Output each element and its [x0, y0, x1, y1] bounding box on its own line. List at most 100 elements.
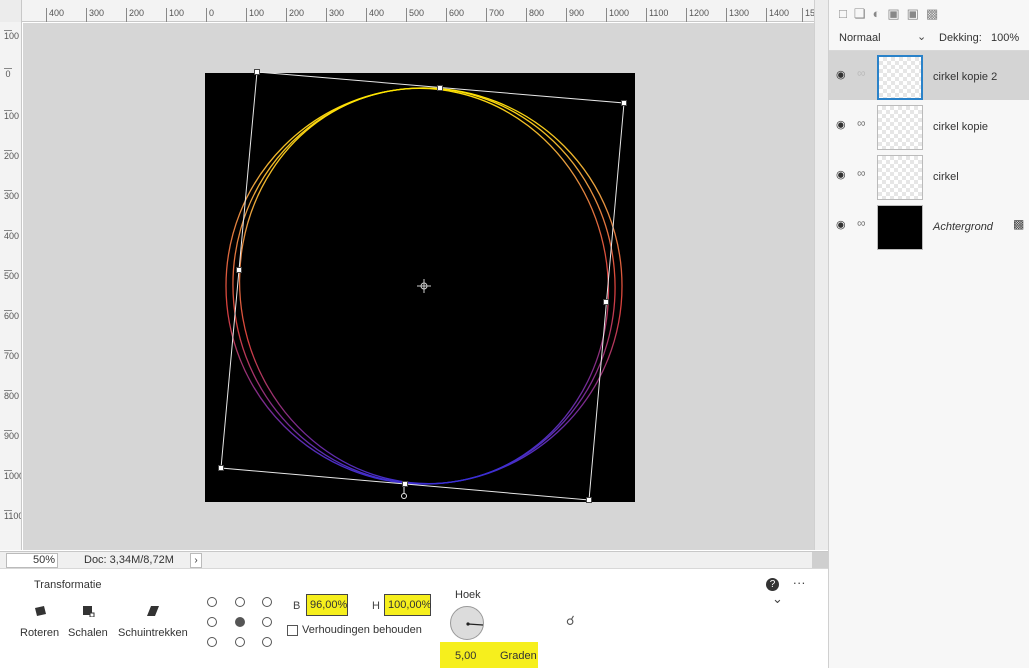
skew-label: Schuintrekken: [118, 627, 188, 639]
ruler-label: 400: [366, 8, 384, 22]
rotate-button[interactable]: Roteren: [20, 605, 59, 639]
ruler-label: 100: [4, 30, 20, 41]
ruler-label: 0: [206, 8, 214, 22]
ruler-label: 200: [286, 8, 304, 22]
width-label: B: [293, 600, 301, 612]
ref-point-top-left[interactable]: [207, 597, 217, 607]
ruler-label: 300: [326, 8, 344, 22]
link-icon[interactable]: ∞: [857, 166, 866, 180]
skew-icon: [146, 606, 159, 616]
height-label: H: [372, 600, 380, 612]
transparency-lock-icon[interactable]: ▩: [925, 6, 946, 21]
document-canvas[interactable]: [205, 73, 635, 502]
ruler-label: 1000: [4, 470, 21, 481]
ref-point-top-center[interactable]: [235, 597, 245, 607]
skew-button[interactable]: Schuintrekken: [118, 605, 188, 639]
layer-name[interactable]: cirkel kopie 2: [933, 71, 998, 83]
ruler-label: 500: [4, 270, 20, 281]
link-icon[interactable]: ∞: [857, 66, 866, 80]
layer-thumbnail: [877, 105, 923, 150]
help-icon[interactable]: ?: [766, 578, 779, 591]
clip-icon[interactable]: ▣: [887, 6, 907, 21]
ref-point-center[interactable]: [235, 617, 245, 627]
angle-value-input[interactable]: 5,00: [455, 650, 477, 662]
ruler-label: 100: [166, 8, 184, 22]
ruler-label: 100: [4, 110, 20, 121]
ruler-label: 400: [46, 8, 64, 22]
constrain-proportions-label: Verhoudingen behouden: [302, 624, 422, 636]
layer-row-achtergrond[interactable]: ◉ ∞ Achtergrond ▩: [829, 201, 1029, 250]
new-layer-icon[interactable]: □: [839, 6, 854, 21]
ref-point-mid-right[interactable]: [262, 617, 272, 627]
zoom-level[interactable]: 50%: [6, 553, 58, 568]
rotate-label: Roteren: [20, 627, 60, 639]
layer-thumbnail: [877, 205, 923, 250]
ruler-label: 1100: [646, 8, 668, 22]
layer-row-cirkel-kopie-2[interactable]: ◉ ∞ cirkel kopie 2: [829, 51, 1029, 100]
ruler-label: 700: [486, 8, 504, 22]
ruler-label: 800: [526, 8, 544, 22]
ruler-label: 200: [4, 150, 20, 161]
status-menu-arrow-icon[interactable]: ›: [190, 553, 202, 568]
rotate-icon: [34, 606, 46, 616]
height-input[interactable]: 100,00%: [384, 594, 431, 616]
canvas-area[interactable]: [23, 23, 814, 550]
visibility-eye-icon[interactable]: ◉: [836, 119, 846, 131]
chevron-down-icon[interactable]: ⌄: [917, 31, 927, 43]
link-icon[interactable]: ∞: [857, 216, 866, 230]
mask-icon[interactable]: ◐: [872, 6, 888, 21]
layer-row-cirkel[interactable]: ◉ ∞ cirkel: [829, 151, 1029, 200]
layer-name[interactable]: cirkel: [933, 171, 959, 183]
ruler-label: 500: [406, 8, 424, 22]
blend-mode-select[interactable]: Normaal: [839, 32, 881, 44]
layer-name[interactable]: cirkel kopie: [933, 121, 989, 133]
ruler-label: 900: [4, 430, 20, 441]
visibility-eye-icon[interactable]: ◉: [836, 169, 846, 181]
ruler-label: 800: [4, 390, 20, 401]
layer-row-cirkel-kopie[interactable]: ◉ ∞ cirkel kopie: [829, 101, 1029, 150]
status-bar: 50% Doc: 3,34M/8,72M ›: [0, 551, 828, 568]
ruler-label: 700: [4, 350, 20, 361]
constrain-proportions-checkbox[interactable]: [287, 625, 298, 636]
opacity-input[interactable]: 100%: [991, 32, 1020, 44]
doc-size-info: Doc: 3,34M/8,72M: [84, 554, 174, 566]
angle-value-highlight: [440, 642, 538, 668]
link-icon[interactable]: ∞: [857, 116, 866, 130]
ruler-corner[interactable]: [0, 0, 22, 22]
ref-point-top-right[interactable]: [262, 597, 272, 607]
layer-name[interactable]: Achtergrond: [933, 221, 993, 233]
horizontal-scrollbar-thumb[interactable]: [812, 552, 828, 568]
ruler-label: 100: [246, 8, 264, 22]
ruler-label: 200: [126, 8, 144, 22]
options-title: Transformatie: [34, 579, 102, 591]
ruler-label: 0: [4, 68, 12, 79]
scale-icon: [82, 606, 95, 617]
visibility-eye-icon[interactable]: ◉: [836, 69, 846, 81]
ruler-label: 600: [446, 8, 464, 22]
lock-layer-icon[interactable]: ▣: [906, 6, 926, 21]
duplicate-layer-icon[interactable]: ❏: [853, 6, 873, 21]
layers-panel: □❏◐▣▣▩ Normaal ⌄ Dekking: 100% ◉ ∞ cirke…: [828, 0, 1029, 668]
angle-label: Hoek: [455, 589, 481, 601]
ruler-label: 1200: [686, 8, 709, 22]
reference-point-grid[interactable]: [207, 597, 277, 653]
collapse-icon[interactable]: ⌄: [772, 591, 783, 606]
angle-dial[interactable]: [450, 606, 484, 640]
visibility-eye-icon[interactable]: ◉: [836, 219, 846, 231]
ref-point-bottom-center[interactable]: [235, 637, 245, 647]
ruler-label: 300: [86, 8, 104, 22]
horizontal-ruler: 400 300 200 100 0 100 200 300 400 500 60…: [0, 0, 818, 22]
ref-point-bottom-left[interactable]: [207, 637, 217, 647]
transform-options-bar: Transformatie ? ··· ⌄ Roteren Schalen Sc…: [0, 568, 828, 668]
width-input[interactable]: 96,00%: [306, 594, 348, 616]
warp-icon[interactable]: ☌: [566, 613, 575, 628]
opacity-label: Dekking:: [939, 32, 982, 44]
vertical-ruler: 100 0 100 200 300 400 500 600 700 800 90…: [0, 22, 22, 550]
scale-button[interactable]: Schalen: [68, 605, 108, 639]
layer-filter-icons: □❏◐▣▣▩: [839, 6, 945, 22]
ref-point-bottom-right[interactable]: [262, 637, 272, 647]
vertical-scrollbar[interactable]: [814, 0, 828, 566]
more-options-icon[interactable]: ···: [792, 575, 806, 590]
ref-point-mid-left[interactable]: [207, 617, 217, 627]
ruler-label: 300: [4, 190, 20, 201]
